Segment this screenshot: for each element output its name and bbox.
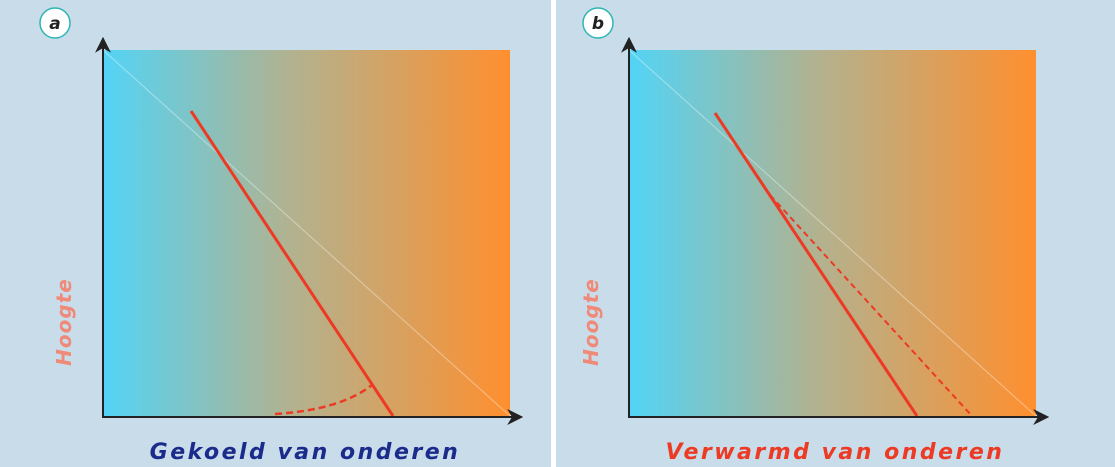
label-badge bbox=[39, 7, 71, 39]
gradient-field bbox=[103, 50, 510, 416]
reference-line bbox=[102, 49, 511, 417]
temperature-line bbox=[713, 112, 919, 417]
dashed-curve bbox=[274, 384, 373, 416]
y-axis-label: Hoogte bbox=[579, 278, 603, 366]
panel-label: b bbox=[592, 14, 604, 34]
y-axis-label: Hoogte bbox=[52, 278, 76, 366]
label-badge bbox=[582, 7, 614, 39]
panel-b: b Hoogte Verwarmd van onderen bbox=[579, 7, 1050, 465]
panel-a: a Hoogte Gekoeld van onderen bbox=[39, 7, 524, 465]
divider bbox=[551, 0, 556, 467]
reference-line bbox=[628, 49, 1037, 417]
x-axis-label: Verwarmd van onderen bbox=[666, 440, 1005, 465]
temperature-line bbox=[189, 110, 395, 417]
x-axis-label: Gekoeld van onderen bbox=[150, 440, 461, 465]
gradient-field bbox=[629, 50, 1036, 416]
panel-label: a bbox=[49, 14, 60, 34]
